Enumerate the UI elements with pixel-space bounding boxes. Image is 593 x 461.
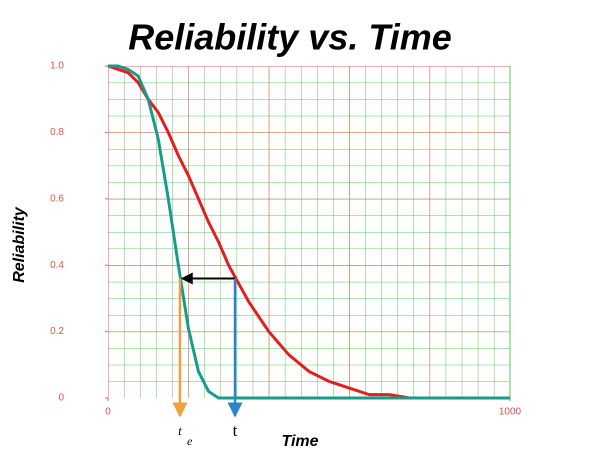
grid <box>108 66 511 398</box>
x-tick-label: 1000 <box>499 407 522 418</box>
annotation-label: t <box>233 421 238 440</box>
y-tick-label: 0 <box>58 393 64 404</box>
y-axis-label: Reliability <box>11 206 28 283</box>
series-line <box>108 64 510 400</box>
chart-title: Reliability vs. Time <box>128 17 451 58</box>
x-tick-label: 0 <box>105 407 111 418</box>
major-grid <box>108 66 510 398</box>
y-tick-label: 1.0 <box>50 61 64 72</box>
y-tick-label: 0.4 <box>50 260 64 271</box>
y-tick-label: 0.8 <box>50 127 64 138</box>
x-axis-label: Time <box>281 433 318 450</box>
annotation-subscript: e <box>187 434 193 448</box>
annotation-label: t <box>178 423 182 438</box>
y-tick-label: 0.2 <box>50 326 64 337</box>
y-tick-label: 0.6 <box>50 193 64 204</box>
